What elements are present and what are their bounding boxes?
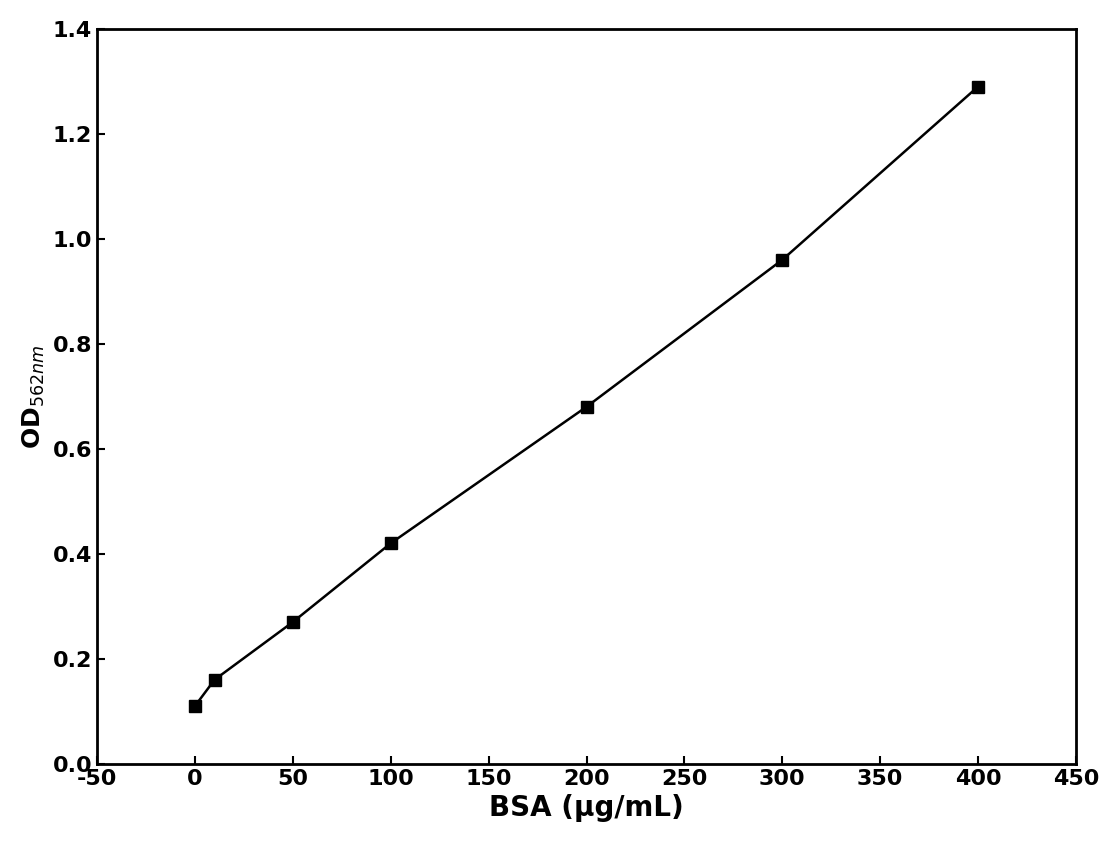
Y-axis label: OD$_{562nm}$: OD$_{562nm}$: [21, 344, 47, 448]
X-axis label: BSA (μg/mL): BSA (μg/mL): [489, 794, 684, 822]
